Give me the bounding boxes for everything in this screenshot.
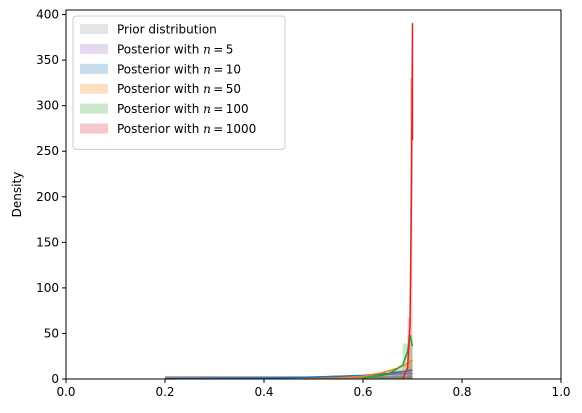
legend-label: Posterior with n = 50	[117, 82, 241, 96]
y-tick-label: 150	[36, 235, 59, 249]
y-axis: 0 50 100 150 200 250 300 350 400	[36, 8, 66, 386]
legend-swatch	[80, 123, 108, 134]
histogram-bar	[387, 370, 413, 379]
legend-swatch	[80, 83, 108, 94]
legend-swatch	[80, 43, 108, 54]
x-tick-label: 0.8	[452, 385, 471, 399]
y-tick-label: 0	[51, 372, 59, 386]
legend-label: Posterior with n = 1000	[117, 122, 256, 136]
histogram-bar	[363, 377, 413, 379]
legend-swatch	[80, 63, 108, 74]
histogram-bar	[402, 343, 408, 379]
axes-frame	[65, 9, 562, 380]
legend-label: Prior distribution	[117, 23, 217, 37]
legend-label: Posterior with n = 100	[117, 102, 249, 116]
x-tick-label: 0.6	[353, 385, 372, 399]
x-tick-label: 0.2	[155, 385, 174, 399]
y-tick-label: 200	[36, 190, 59, 204]
y-tick-label: 50	[44, 326, 59, 340]
density-lines-layer	[164, 22, 414, 380]
density-line-posterior-n-100	[362, 334, 414, 379]
y-tick-label: 300	[36, 99, 59, 113]
legend-box	[72, 15, 286, 150]
legend-label: Posterior with n = 5	[117, 42, 233, 56]
y-tick-label: 250	[36, 144, 59, 158]
histogram-bar	[387, 373, 413, 379]
y-tick-label: 100	[36, 281, 59, 295]
y-tick-label: 350	[36, 53, 59, 67]
x-tick-label: 1.0	[551, 385, 570, 399]
y-tick-label: 400	[36, 8, 59, 22]
x-tick-label: 0.4	[254, 385, 273, 399]
x-tick-label: 0.0	[56, 385, 75, 399]
density-line-posterior-n-10	[164, 369, 413, 380]
density-line-posterior-n-1000	[401, 22, 414, 380]
x-axis: 0.0 0.2 0.4 0.6 0.8 1.0	[56, 379, 571, 399]
legend: Prior distribution Posterior with n = 5 Po…	[72, 15, 286, 150]
histogram-bar	[264, 377, 314, 379]
histogram-bar	[407, 335, 413, 379]
legend-items: Prior distribution Posterior with n = 5 Po…	[80, 23, 256, 136]
legend-label: Posterior with n = 10	[117, 62, 241, 76]
legend-swatch	[80, 24, 108, 34]
legend-swatch	[80, 103, 108, 114]
y-axis-label: Density	[10, 172, 24, 218]
